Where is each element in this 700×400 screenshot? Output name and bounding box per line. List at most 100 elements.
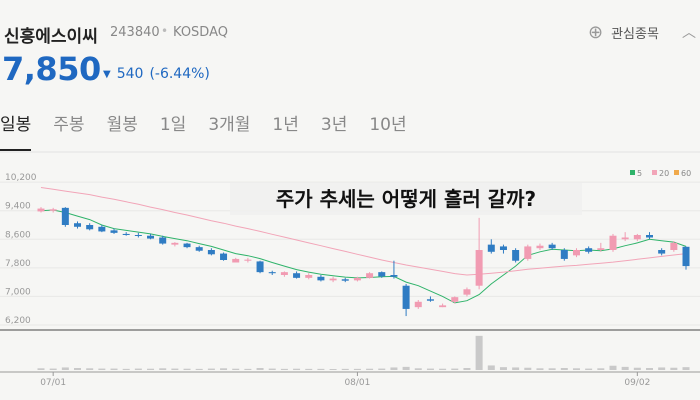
volume-bar [414, 368, 422, 370]
volume-bar [499, 367, 507, 370]
volume-bar [658, 367, 666, 370]
legend-label: 60 [681, 169, 691, 178]
volume-bar [402, 366, 410, 370]
candle-body [378, 272, 386, 277]
stock-code: 243840 [110, 25, 160, 40]
volume-bar [597, 368, 605, 370]
price: 7,850 [2, 50, 101, 88]
candle-body [353, 277, 361, 281]
legend-label: 20 [659, 169, 669, 178]
candle-body [268, 272, 276, 274]
tab[interactable]: 일봉 [0, 110, 32, 151]
tab[interactable]: 1일 [159, 115, 187, 135]
volume-bar [256, 368, 264, 370]
volume-bar [195, 368, 203, 370]
candle-body [207, 250, 215, 255]
volume-bar [232, 368, 240, 370]
volume-bar [475, 335, 483, 370]
tab[interactable]: 3년 [320, 115, 348, 135]
volume-bar [524, 367, 532, 370]
volume-bar [426, 368, 434, 370]
volume-bar [268, 368, 276, 370]
collapse-icon[interactable]: ︿ [682, 25, 696, 41]
candle-body [49, 209, 57, 211]
candle-body [633, 235, 641, 240]
volume-bar [682, 367, 690, 370]
y-tick-label: 7,800 [5, 259, 31, 269]
candle-body [147, 235, 155, 239]
watch-label: 관심종목 [611, 27, 659, 42]
candle-body [524, 246, 532, 259]
candle-body [159, 237, 167, 244]
legend-swatch [630, 170, 635, 175]
volume-bar [487, 365, 495, 370]
tab[interactable]: 주봉 [53, 115, 85, 135]
candle-body [475, 250, 483, 286]
candle-body [61, 207, 69, 225]
candle-body [402, 285, 410, 309]
watch-button[interactable]: ⊕ 관심종목 [588, 22, 659, 43]
volume-bar [329, 369, 337, 370]
volume-bar [633, 367, 641, 370]
candle-body [682, 246, 690, 267]
annotation-bg [230, 183, 582, 215]
candle-body [463, 289, 471, 295]
stock-name: 신흥에스이씨 [4, 27, 98, 47]
change-percent: (-6.44%) [149, 66, 210, 82]
candle-body [572, 250, 580, 256]
candle-body [183, 243, 191, 248]
x-tick-label: 08/01 [344, 378, 370, 388]
candle-body [220, 253, 228, 260]
volume-bar [670, 367, 678, 370]
volume-bar [159, 368, 167, 370]
volume-bar [49, 368, 57, 370]
volume-bar [353, 368, 361, 370]
candle-body [256, 261, 264, 273]
tab[interactable]: 3개월 [208, 115, 251, 135]
y-tick-label: 10,200 [5, 173, 37, 183]
period-tabs: 일봉 주봉 월봉 1일 3개월 1년 3년 10년 [0, 110, 407, 151]
candle-body [110, 230, 118, 233]
candle-body [451, 297, 459, 302]
candle-body [244, 259, 252, 261]
candle-body [499, 246, 507, 250]
annotation: 주가 추세는 어떻게 흘러 갈까? [276, 187, 536, 211]
volume-bar [536, 368, 544, 370]
candle-body [512, 250, 520, 261]
candle-body [658, 250, 666, 254]
volume-bar [609, 365, 617, 370]
volume-bar [61, 367, 69, 370]
candle-body [366, 273, 374, 278]
tab[interactable]: 1년 [272, 115, 299, 135]
tab[interactable]: 10년 [369, 115, 407, 135]
volume-bar [86, 368, 94, 370]
volume-bar [171, 368, 179, 370]
volume-bar [621, 366, 629, 370]
volume-bar [244, 368, 252, 370]
candle-body [390, 275, 398, 277]
candle-body [195, 247, 203, 251]
candle-body [232, 258, 240, 263]
legend-swatch [652, 170, 657, 175]
candle-body [98, 226, 106, 232]
tab[interactable]: 월봉 [106, 115, 138, 135]
candle-body [37, 208, 45, 212]
volume-bar [98, 368, 106, 370]
candle-body [86, 225, 94, 230]
candle-body [426, 299, 434, 301]
volume-bar [122, 368, 130, 370]
y-tick-label: 7,000 [5, 287, 31, 297]
volume-bar [585, 368, 593, 370]
y-tick-label: 8,600 [5, 230, 31, 240]
volume-bar [147, 368, 155, 370]
candle-body [280, 272, 288, 275]
volume-bar [220, 368, 228, 370]
volume-bar [548, 368, 556, 370]
volume-bar [183, 368, 191, 370]
candle-body [317, 276, 325, 281]
volume-bar [293, 368, 301, 370]
market: KOSDAQ [173, 25, 228, 40]
candle-body [305, 275, 313, 278]
